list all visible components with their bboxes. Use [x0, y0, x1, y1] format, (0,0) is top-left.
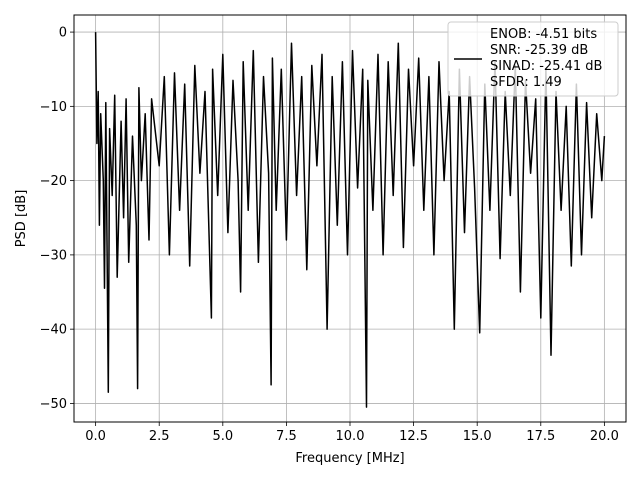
legend-box — [447, 21, 619, 97]
x-axis-label: Frequency [MHz] — [295, 451, 404, 466]
y-tick-label: −10 — [40, 100, 67, 115]
x-tick-label: 7.5 — [276, 429, 297, 444]
legend-entry: ENOB: -4.51 bits — [490, 27, 597, 42]
x-tick-label: 10.0 — [336, 429, 365, 444]
psd-line — [94, 32, 606, 408]
y-axis-label: PSD [dB] — [14, 190, 29, 248]
axis-ticks: 0.0 2.5 5.0 7.5 10.0 12.5 15.0 17.5 20.0 0 −10 −20 −… — [40, 26, 619, 444]
x-tick-label: 20.0 — [590, 429, 619, 444]
data-series — [94, 32, 606, 408]
x-tick-label: 12.5 — [399, 429, 428, 444]
y-tick-label: −30 — [40, 248, 67, 263]
legend-entry: SFDR: 1.49 — [490, 75, 562, 90]
x-tick-label: 15.0 — [463, 429, 492, 444]
y-tick-label: 0 — [59, 26, 67, 41]
x-tick-label: 0.0 — [85, 429, 106, 444]
legend-entry: SNR: -25.39 dB — [490, 43, 588, 58]
x-tick-label: 5.0 — [212, 429, 233, 444]
y-tick-label: −40 — [40, 323, 67, 338]
x-tick-label: 17.5 — [526, 429, 555, 444]
y-tick-label: −50 — [40, 397, 67, 412]
y-tick-label: −20 — [40, 174, 67, 189]
x-tick-label: 2.5 — [149, 429, 170, 444]
legend-entry: SINAD: -25.41 dB — [490, 59, 602, 74]
